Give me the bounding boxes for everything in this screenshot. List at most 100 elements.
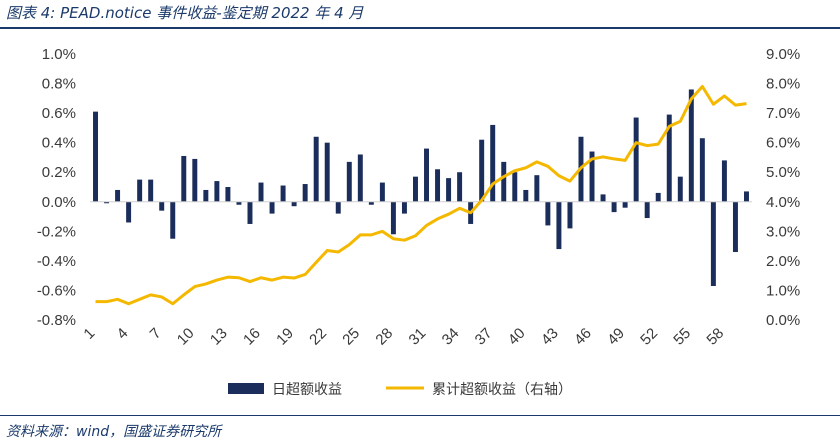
bar-day-19 [291, 201, 297, 207]
bar-day-2 [104, 201, 110, 204]
bar-day-23 [335, 201, 341, 214]
excess-return-chart: -0.8% -0.6% -0.4% -0.2% 0.0% 0.2% 0.4% 0.6% 0.8%… [37, 46, 800, 398]
bar-day-12 [214, 181, 220, 202]
left-tick-label: 0.0% [42, 194, 76, 211]
bar-day-60 [744, 191, 749, 202]
x-tick-label: 13 [207, 325, 231, 349]
right-tick-label: 3.0% [766, 223, 800, 240]
right-axis-ticks: 0.0% 1.0% 2.0% 3.0% 4.0% 5.0% 6.0% 7.0% 8.0% 9.0% [766, 46, 800, 329]
bar-day-58 [721, 160, 727, 202]
bar-day-29 [401, 201, 407, 214]
bar-day-20 [302, 184, 308, 202]
bar-day-49 [622, 201, 628, 208]
bar-day-53 [666, 114, 672, 202]
chart-legend: 日超额收益 累计超额收益（右轴） [228, 382, 572, 398]
x-tick-label: 25 [339, 325, 363, 349]
x-tick-label: 10 [174, 325, 198, 349]
bar-day-28 [390, 201, 396, 235]
bar-day-46 [589, 151, 595, 202]
bar-day-24 [346, 161, 352, 202]
right-tick-label: 4.0% [766, 194, 800, 211]
bar-day-38 [501, 161, 507, 202]
left-tick-label: 0.6% [42, 105, 76, 122]
bar-day-51 [644, 201, 650, 219]
x-tick-label: 1 [80, 325, 98, 343]
bar-day-27 [379, 182, 385, 202]
left-tick-label: 0.4% [42, 135, 76, 152]
x-tick-label: 55 [670, 325, 694, 349]
left-axis-ticks: -0.8% -0.6% -0.4% -0.2% 0.0% 0.2% 0.4% 0.6% 0.8%… [37, 46, 76, 329]
x-tick-label: 58 [703, 325, 727, 349]
x-tick-label: 52 [637, 325, 661, 349]
bar-day-42 [545, 201, 551, 226]
bar-day-11 [203, 189, 209, 202]
x-tick-label: 7 [147, 325, 165, 343]
bar-day-13 [225, 187, 231, 202]
bar-day-15 [247, 201, 253, 224]
right-tick-label: 9.0% [766, 46, 800, 63]
x-tick-label: 40 [505, 325, 529, 349]
bar-day-40 [523, 189, 529, 202]
x-tick-label: 16 [240, 325, 264, 349]
bar-day-21 [313, 136, 319, 202]
bar-day-5 [137, 179, 143, 202]
right-tick-label: 5.0% [766, 164, 800, 181]
legend-bar-swatch [228, 383, 264, 394]
bar-day-44 [567, 201, 573, 229]
right-tick-label: 8.0% [766, 76, 800, 93]
left-tick-label: -0.2% [37, 223, 76, 240]
bar-day-54 [677, 176, 683, 202]
bar-day-3 [115, 189, 121, 202]
bar-day-16 [258, 182, 264, 202]
right-tick-label: 6.0% [766, 135, 800, 152]
bar-day-10 [192, 158, 198, 202]
x-tick-label: 22 [306, 325, 330, 349]
bar-day-30 [413, 176, 418, 202]
bar-day-31 [424, 148, 429, 202]
bar-day-32 [435, 169, 441, 202]
bar-day-26 [368, 201, 374, 205]
figure-title: 图表 4: PEAD.notice 事件收益-鉴定期 2022 年 4 月 [6, 4, 364, 22]
title-divider [0, 27, 840, 29]
bar-day-39 [512, 172, 518, 202]
bar-day-25 [357, 154, 363, 202]
bar-day-1 [93, 111, 98, 202]
legend-bar-label: 日超额收益 [272, 382, 342, 398]
source-divider [0, 415, 840, 416]
left-tick-label: -0.4% [37, 253, 76, 270]
bar-day-7 [159, 201, 165, 211]
left-tick-label: 0.2% [42, 164, 76, 181]
bar-day-41 [534, 175, 540, 202]
bar-day-9 [181, 155, 187, 202]
bar-day-55 [688, 89, 694, 202]
x-tick-label: 31 [406, 325, 430, 349]
bar-day-14 [236, 201, 242, 205]
x-tick-label: 34 [439, 325, 463, 349]
bar-day-6 [148, 179, 154, 202]
bar-day-8 [170, 201, 176, 239]
bar-day-33 [446, 178, 452, 202]
bar-day-18 [280, 185, 286, 202]
left-tick-label: -0.6% [37, 282, 76, 299]
left-tick-label: -0.8% [37, 312, 76, 329]
legend-line-label: 累计超额收益（右轴） [432, 382, 572, 398]
bar-day-34 [457, 172, 463, 202]
daily-excess-bars [93, 89, 749, 287]
x-tick-label: 37 [472, 325, 496, 349]
bar-day-37 [490, 124, 496, 202]
right-tick-label: 1.0% [766, 282, 800, 299]
bar-day-59 [732, 201, 738, 253]
right-tick-label: 2.0% [766, 253, 800, 270]
bar-day-22 [324, 142, 330, 202]
source-note: 资料来源：wind，国盛证券研究所 [6, 424, 222, 440]
bar-day-56 [699, 138, 705, 202]
bar-day-52 [655, 192, 661, 202]
x-tick-label: 28 [372, 325, 396, 349]
bar-day-47 [600, 194, 606, 202]
bar-day-57 [710, 201, 716, 287]
x-tick-label: 46 [571, 325, 595, 349]
bar-day-17 [269, 201, 275, 214]
x-axis-ticks: 1 4 7 10 13 16 19 22 25 28 31 34 37 40 43 46 49 52 55 58 [80, 325, 727, 349]
x-tick-label: 4 [114, 325, 132, 343]
bar-day-48 [611, 201, 617, 213]
